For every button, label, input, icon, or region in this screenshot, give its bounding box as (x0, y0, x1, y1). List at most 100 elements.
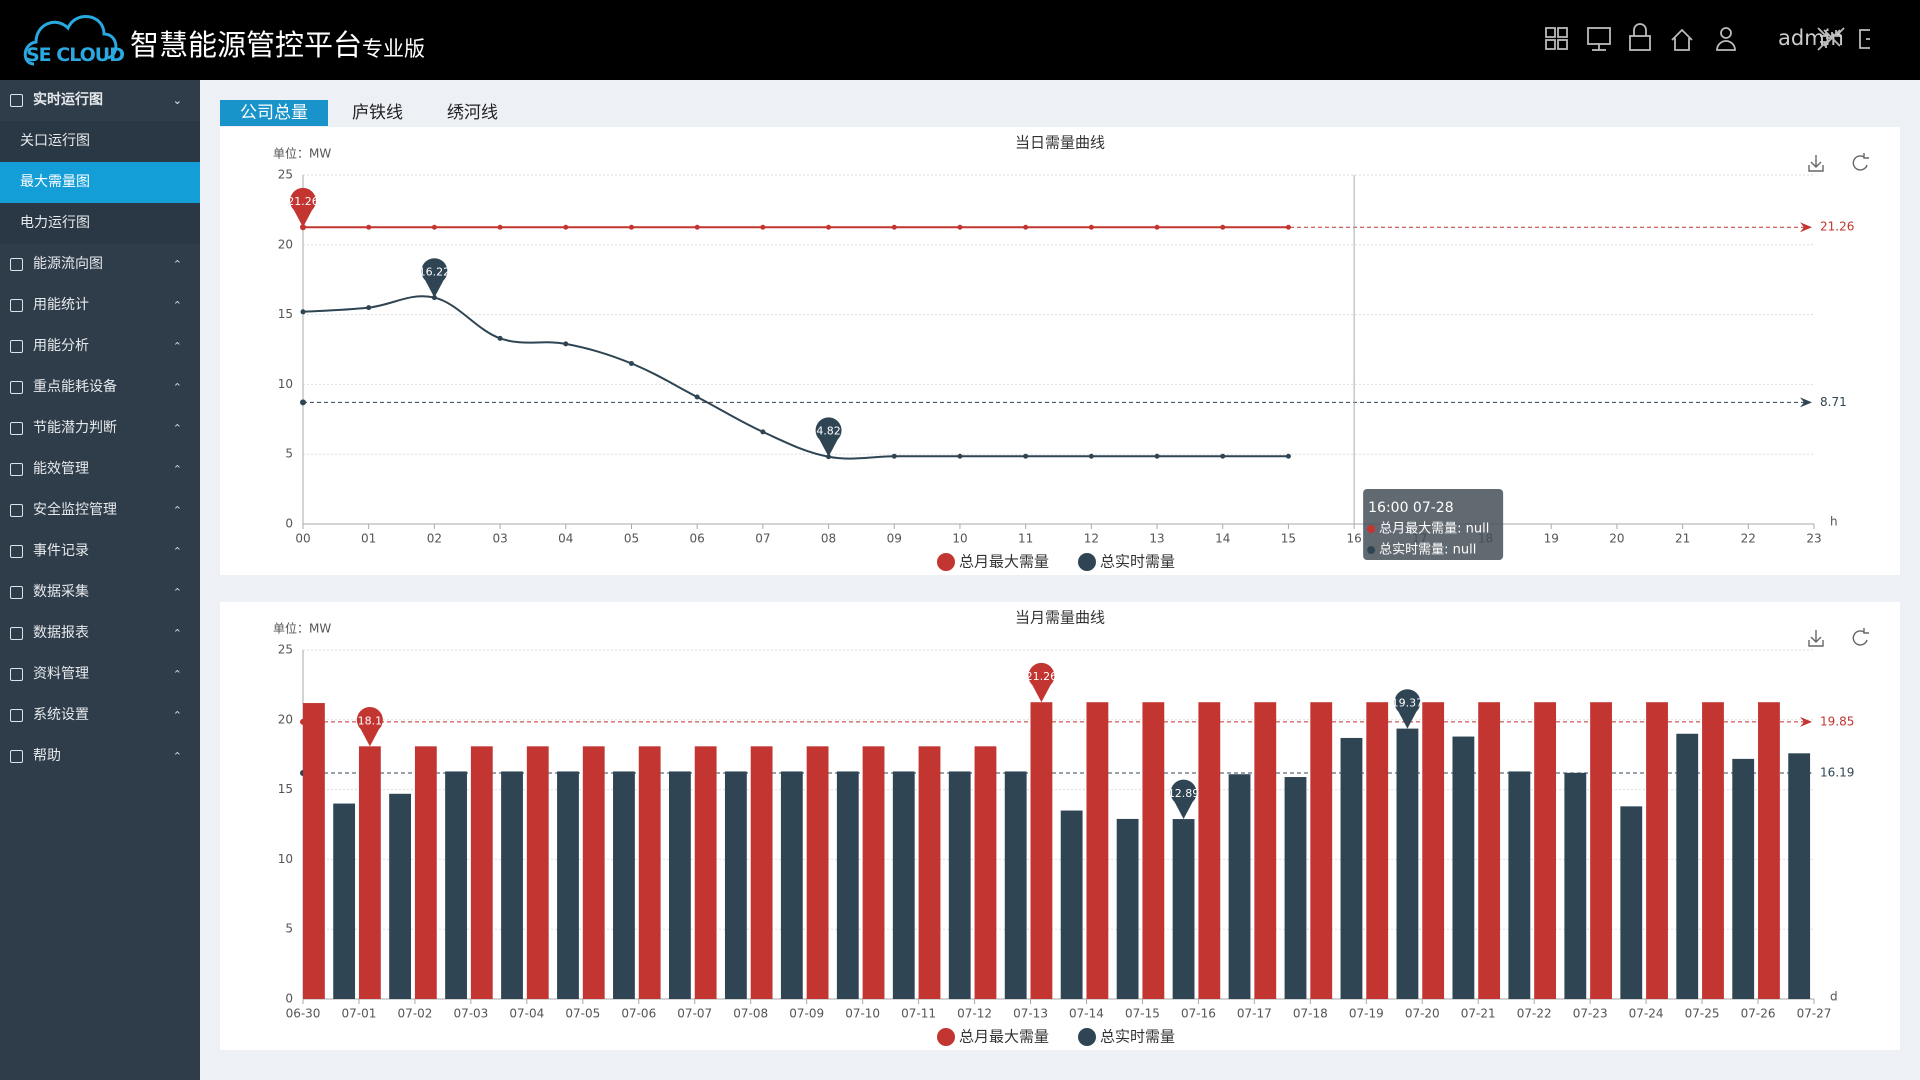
menu-label: 能效管理 (33, 461, 89, 477)
menu-item[interactable]: 用能分析 ⌃ (0, 326, 200, 367)
menu-item[interactable]: 数据报表 ⌃ (0, 613, 200, 654)
menu-item[interactable]: 节能潜力判断 ⌃ (0, 408, 200, 449)
menu-item[interactable]: 资料管理 ⌃ (0, 654, 200, 695)
y-tick-label: 5 (285, 447, 293, 461)
menu-chevron: ⌃ (172, 750, 182, 763)
sidebar: 实时运行图 ⌄ 关口运行图 最大需量图 电力运行图 能源流向图 ⌃ 用能统计 ⌃ 用能分析 ⌃ 重点能… (0, 80, 200, 1080)
bar (1284, 777, 1307, 999)
y-tick-label: 15 (278, 307, 293, 321)
x-tick-label: 10 (952, 532, 967, 546)
menu-label: 能源流向图 (33, 256, 103, 272)
legend-swatch (937, 553, 955, 571)
refresh-icon (1852, 628, 1869, 646)
tooltip-title: 16:00 07-28 (1368, 500, 1453, 516)
bar (1198, 702, 1221, 999)
x-tick-label: 07-21 (1461, 1007, 1496, 1021)
line-point (957, 224, 963, 230)
legend-item[interactable]: 总月最大需量 (937, 553, 1049, 572)
y-tick-label: 10 (278, 377, 293, 391)
bar (1564, 772, 1587, 999)
submenu-item[interactable]: 电力运行图 (0, 203, 200, 244)
bar (358, 746, 381, 999)
menu-item[interactable]: 能效管理 ⌃ (0, 449, 200, 490)
line-point (1088, 224, 1094, 230)
x-tick-label: 09 (887, 532, 902, 546)
legend-label: 总实时需量 (1100, 553, 1175, 571)
menu-icon (10, 463, 23, 476)
tooltip-line: 总实时需量: null (1379, 543, 1476, 558)
mark-line-label: 21.26 (1820, 220, 1854, 234)
bar (1366, 702, 1389, 999)
bar (389, 793, 412, 999)
menu-item[interactable]: 能源流向图 ⌃ (0, 244, 200, 285)
mark-point-label: 21.26 (287, 195, 319, 208)
y-tick-label: 25 (278, 168, 293, 182)
chart-toolbox[interactable] (1808, 628, 1869, 647)
menu-icon (10, 258, 23, 271)
x-unit: d (1830, 990, 1838, 1004)
x-tick-label: 06-30 (286, 1007, 321, 1021)
tab[interactable]: 公司总量 (220, 100, 328, 126)
menu-chevron: ⌃ (172, 422, 182, 435)
submenu-item[interactable]: 关口运行图 (0, 121, 200, 162)
menu-item[interactable]: 用能统计 ⌃ (0, 285, 200, 326)
menu-item[interactable]: 帮助 ⌃ (0, 736, 200, 777)
x-tick-label: 07-19 (1349, 1007, 1384, 1021)
bar (1620, 806, 1643, 999)
menu-icon (10, 627, 23, 640)
menu-label: 事件记录 (33, 543, 89, 559)
toolbar-icons[interactable] (1530, 0, 1850, 80)
tab[interactable]: 庐铁线 (352, 103, 403, 123)
bar (1478, 702, 1501, 999)
tab[interactable]: 绣河线 (447, 103, 498, 123)
x-tick-label: 07-22 (1517, 1007, 1552, 1021)
menu-item[interactable]: 安全监控管理 ⌃ (0, 490, 200, 531)
x-tick-label: 11 (1018, 532, 1033, 546)
menu-label: 用能分析 (33, 338, 89, 354)
header-icons-right[interactable] (1810, 0, 1870, 80)
menu-item[interactable]: 系统设置 ⌃ (0, 695, 200, 736)
bar (1788, 753, 1811, 999)
y-tick-label: 25 (278, 643, 293, 657)
legend-item[interactable]: 总实时需量 (1078, 553, 1175, 572)
menu-item[interactable]: 事件记录 ⌃ (0, 531, 200, 572)
line-point (366, 305, 372, 311)
x-tick-label: 07-04 (509, 1007, 544, 1021)
x-tick-label: 07-24 (1629, 1007, 1664, 1021)
menu-item[interactable]: 实时运行图 ⌄ (0, 80, 200, 121)
legend-swatch (1078, 1028, 1096, 1046)
line-point (300, 309, 306, 315)
submenu-item[interactable]: 最大需量图 (0, 162, 200, 203)
y-tick-label: 10 (278, 852, 293, 866)
x-tick-label: 08 (821, 532, 836, 546)
x-tick-label: 13 (1149, 532, 1164, 546)
legend-item[interactable]: 总月最大需量 (937, 1028, 1049, 1047)
menu-icon (10, 340, 23, 353)
line-point (563, 224, 569, 230)
mark-point (1170, 779, 1197, 820)
line-point (891, 453, 897, 459)
chart-toolbox[interactable] (1808, 153, 1869, 172)
app-edition: 专业版 (362, 37, 425, 61)
mark-point-label: 4.82 (816, 425, 841, 438)
tooltip: 16:00 07-28 总月最大需量: null 总实时需量: null (1363, 489, 1504, 560)
menu-icon (10, 709, 23, 722)
x-tick-label: 15 (1281, 532, 1296, 546)
x-tick-label: 05 (624, 532, 639, 546)
line-point (694, 394, 700, 400)
menu-item[interactable]: 重点能耗设备 ⌃ (0, 367, 200, 408)
bar (1172, 819, 1195, 999)
line-point (431, 224, 437, 230)
x-tick-label: 07-11 (901, 1007, 936, 1021)
logo-cloud (23, 15, 118, 66)
menu-icon (10, 94, 23, 107)
x-tick-label: 07-27 (1797, 1007, 1832, 1021)
menu-label: 帮助 (33, 748, 61, 764)
bar (750, 746, 773, 999)
menu-item[interactable]: 数据采集 ⌃ (0, 572, 200, 613)
legend-item[interactable]: 总实时需量 (1078, 1028, 1175, 1047)
x-tick-label: 07-14 (1069, 1007, 1104, 1021)
y-tick-label: 20 (278, 237, 293, 251)
x-tick-label: 07-09 (789, 1007, 824, 1021)
